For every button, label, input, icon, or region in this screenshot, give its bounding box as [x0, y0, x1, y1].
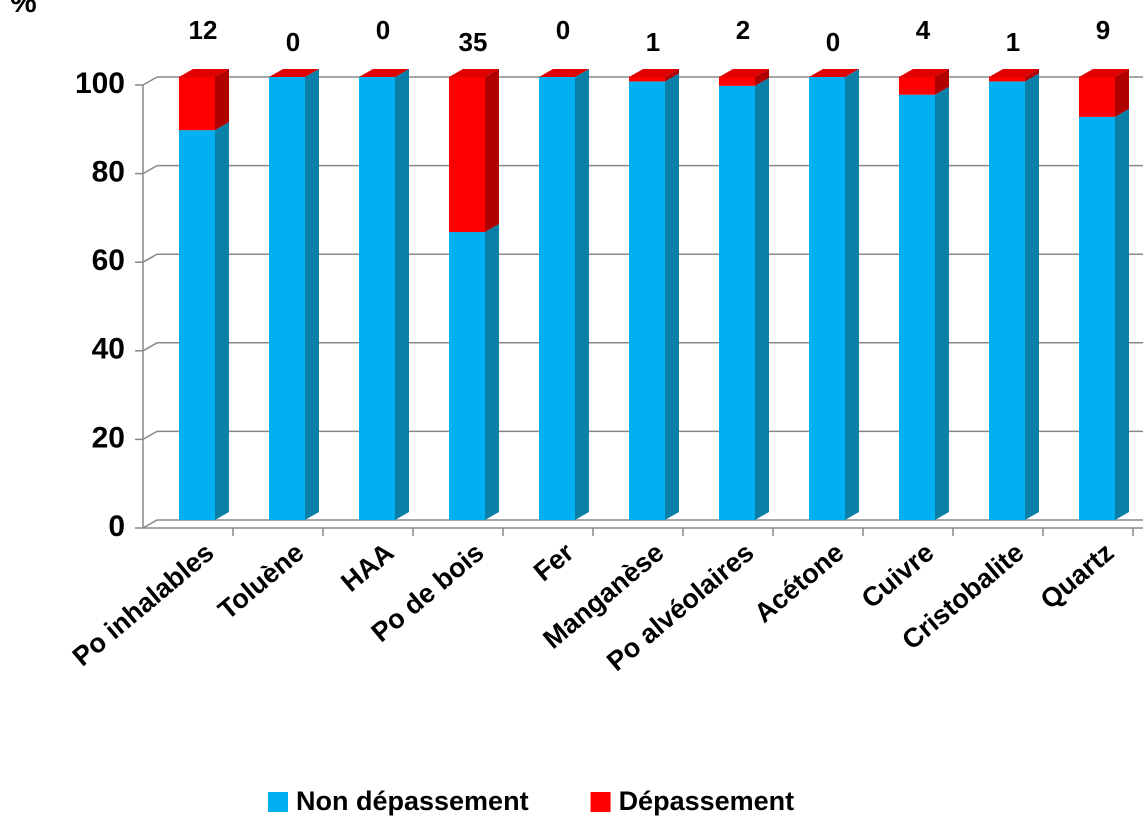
legend-label: Non dépassement — [296, 786, 529, 816]
data-label: 35 — [459, 27, 488, 57]
bar — [629, 77, 665, 82]
y-tick-label: 0 — [108, 510, 125, 543]
bar-top — [359, 69, 409, 77]
bar — [899, 77, 935, 95]
grid-line — [142, 342, 158, 352]
bar-side — [215, 69, 229, 131]
bar-top — [1079, 69, 1129, 77]
bar — [989, 81, 1025, 521]
grid-line — [142, 430, 158, 441]
bar-side — [755, 77, 769, 521]
bar — [899, 94, 935, 520]
x-tick-label: Cuivre — [856, 537, 940, 614]
data-label: 0 — [286, 27, 300, 57]
legend-swatch — [590, 792, 611, 812]
grid-line — [142, 76, 158, 86]
data-label: 1 — [1006, 27, 1020, 57]
bar — [1079, 77, 1115, 117]
bar-top — [539, 69, 589, 77]
bar — [629, 81, 665, 521]
bar-side — [935, 86, 949, 520]
legend-label: Dépassement — [619, 786, 795, 816]
bar-top — [629, 69, 679, 77]
data-label: 0 — [556, 15, 570, 45]
bar-side — [305, 69, 319, 520]
bar-side — [485, 224, 499, 521]
bar-side — [755, 69, 769, 86]
bar — [179, 130, 215, 520]
legend-swatch — [268, 792, 288, 812]
x-tick-label: HAA — [335, 537, 399, 598]
bar-side — [845, 69, 859, 520]
x-tick-label: Toluène — [212, 537, 309, 625]
bar-top — [899, 69, 949, 77]
bar-top — [989, 69, 1039, 77]
grid-line — [142, 519, 158, 529]
bar — [449, 232, 485, 521]
bar — [719, 85, 755, 521]
x-tick-label: Fer — [528, 537, 580, 587]
bar-side — [575, 69, 589, 520]
data-label: 12 — [189, 15, 218, 45]
y-tick-label: 80 — [92, 156, 125, 189]
data-label: 1 — [646, 27, 660, 57]
y-axis-label: % — [10, 0, 37, 19]
bar — [179, 77, 215, 131]
bar-side — [1025, 73, 1039, 521]
y-tick-label: 20 — [92, 421, 125, 454]
bar-side — [215, 122, 229, 520]
bar-top — [269, 69, 319, 77]
bar-top — [449, 69, 499, 77]
grid-line — [142, 164, 158, 175]
y-tick-label: 40 — [92, 333, 125, 366]
bar — [809, 77, 845, 520]
bar-top — [179, 69, 229, 77]
y-tick-label: 60 — [92, 244, 125, 277]
data-label: 4 — [916, 15, 931, 45]
x-tick-label: Quartz — [1035, 537, 1120, 615]
bar-side — [1115, 108, 1129, 521]
bar-side — [665, 73, 679, 521]
data-label: 9 — [1096, 15, 1110, 45]
x-tick-label: Acétone — [749, 537, 850, 628]
bar — [719, 77, 755, 86]
x-tick-label: Po inhalables — [67, 537, 220, 672]
bar — [359, 77, 395, 520]
bar — [539, 77, 575, 520]
bar-side — [1115, 69, 1129, 117]
bar-side — [935, 69, 949, 95]
bar — [269, 77, 305, 520]
bar — [989, 77, 1025, 82]
bar-side — [485, 69, 499, 233]
bar — [449, 77, 485, 233]
data-label: 2 — [736, 15, 750, 45]
bar-top — [809, 69, 859, 77]
bar-side — [395, 69, 409, 520]
y-tick-label: 100 — [75, 67, 125, 100]
data-label: 0 — [826, 27, 840, 57]
data-label: 0 — [376, 15, 390, 45]
grid-line — [142, 253, 158, 263]
bar — [1079, 116, 1115, 521]
bar-side — [665, 69, 679, 82]
bar-top — [719, 69, 769, 77]
bar-side — [1025, 69, 1039, 82]
